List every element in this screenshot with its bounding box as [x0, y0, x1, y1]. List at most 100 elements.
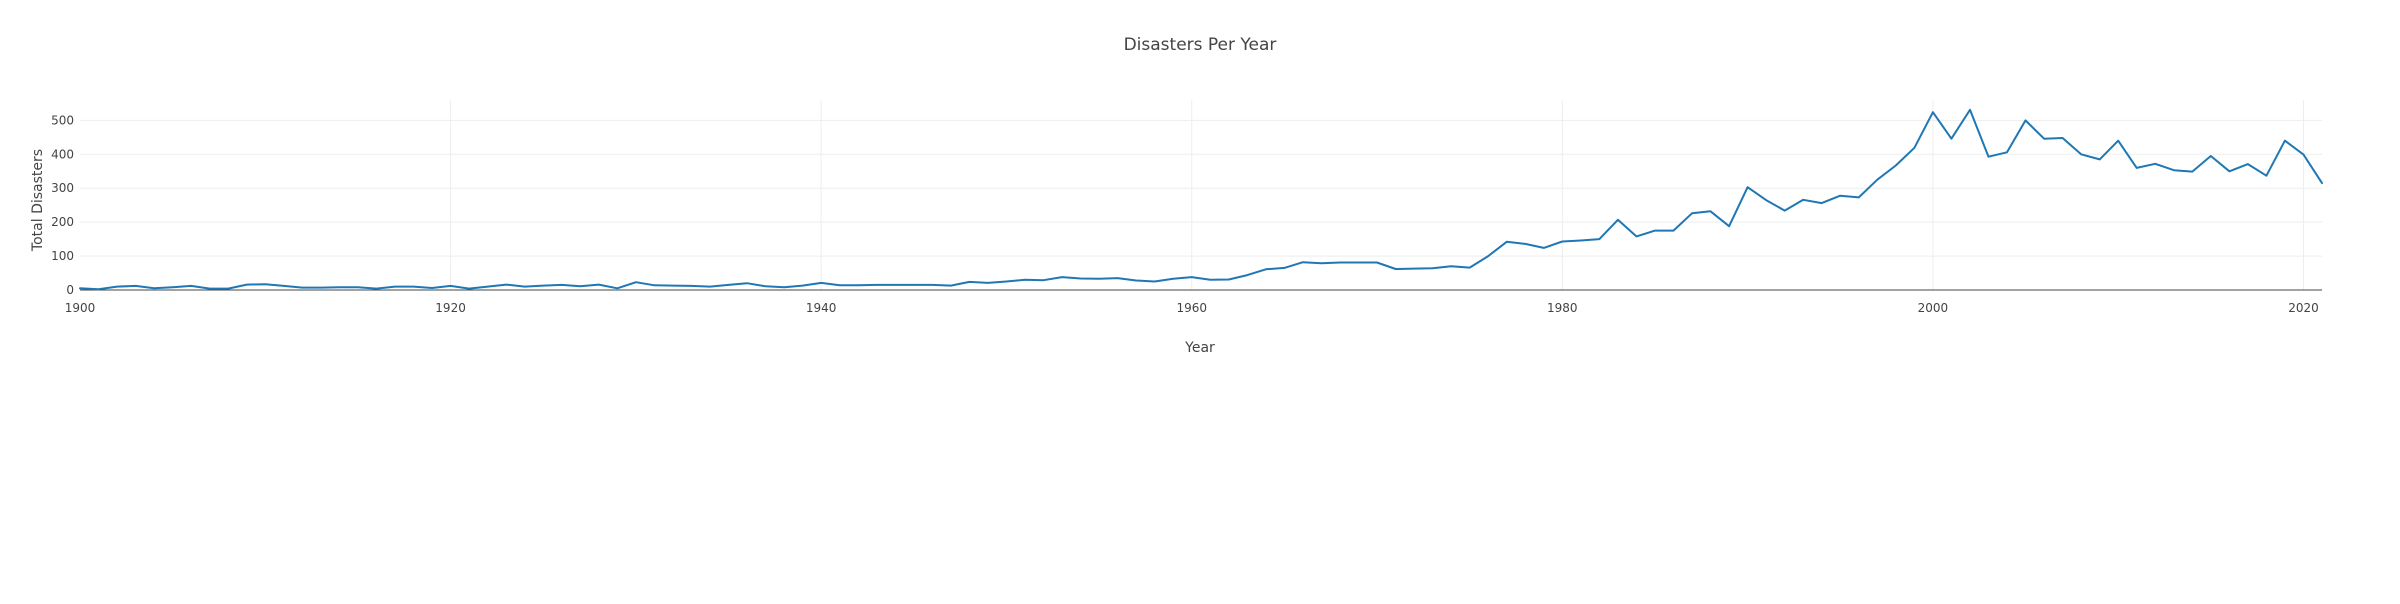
data-point — [2263, 173, 2269, 179]
data-point — [1059, 274, 1065, 280]
data-point — [911, 282, 917, 288]
data-point — [299, 285, 305, 291]
y-tick-label: 200 — [51, 215, 74, 229]
data-point — [2152, 161, 2158, 167]
data-point — [188, 283, 194, 289]
data-point — [1467, 265, 1473, 271]
data-point — [1448, 263, 1454, 269]
data-point — [707, 284, 713, 290]
data-point — [411, 284, 417, 290]
data-point — [1967, 107, 1973, 113]
data-point — [1393, 266, 1399, 272]
data-point — [874, 282, 880, 288]
data-point — [170, 284, 176, 290]
data-point — [1948, 136, 1954, 142]
y-tick-label: 100 — [51, 249, 74, 263]
data-point — [559, 282, 565, 288]
data-point — [485, 284, 491, 290]
data-point — [1356, 260, 1362, 266]
data-point — [1763, 197, 1769, 203]
data-point — [2041, 136, 2047, 142]
data-point — [114, 284, 120, 290]
data-point — [2134, 165, 2140, 171]
data-point — [1263, 266, 1269, 272]
data-point — [614, 285, 620, 291]
x-tick-label: 2000 — [1918, 301, 1949, 315]
data-point — [670, 283, 676, 289]
data-point — [855, 282, 861, 288]
data-point — [1189, 274, 1195, 280]
data-point — [2023, 117, 2029, 123]
data-point — [651, 282, 657, 288]
data-point — [2282, 138, 2288, 144]
data-point — [2208, 153, 2214, 159]
data-point — [1578, 238, 1584, 244]
x-tick-label: 1940 — [806, 301, 837, 315]
data-point — [1281, 265, 1287, 271]
data-point — [1226, 277, 1232, 283]
data-point — [744, 280, 750, 286]
data-point — [985, 280, 991, 286]
data-point — [689, 283, 695, 289]
y-tick-label: 400 — [51, 147, 74, 161]
data-point — [1170, 276, 1176, 282]
data-point — [262, 281, 268, 287]
data-point — [966, 279, 972, 285]
data-point — [355, 284, 361, 290]
data-point — [1689, 210, 1695, 216]
data-point — [429, 285, 435, 291]
y-tick-label: 0 — [66, 283, 74, 297]
series-layer — [79, 107, 2325, 292]
x-tick-label: 1920 — [435, 301, 466, 315]
data-point — [392, 284, 398, 290]
data-point — [1078, 276, 1084, 282]
data-point — [2301, 152, 2307, 158]
data-point — [207, 286, 213, 292]
data-point — [1003, 279, 1009, 285]
data-point — [1856, 194, 1862, 200]
data-point — [929, 282, 935, 288]
data-point — [596, 282, 602, 288]
data-point — [1708, 208, 1714, 214]
data-point — [1318, 260, 1324, 266]
data-point — [1671, 228, 1677, 234]
data-point — [540, 283, 546, 289]
data-point — [522, 284, 528, 290]
x-axis-title: Year — [1184, 340, 1215, 356]
data-point — [781, 284, 787, 290]
data-point — [1411, 266, 1417, 272]
data-point — [1022, 277, 1028, 283]
x-tick-label: 1960 — [1176, 301, 1207, 315]
data-point — [336, 284, 342, 290]
data-point — [1837, 193, 1843, 199]
data-point — [374, 286, 380, 292]
data-point — [2226, 168, 2232, 174]
data-point — [1633, 233, 1639, 239]
data-point — [1337, 260, 1343, 266]
data-point — [1652, 228, 1658, 234]
data-point — [1115, 275, 1121, 281]
grid-layer — [80, 100, 2322, 290]
data-point — [1911, 145, 1917, 151]
data-point — [818, 280, 824, 286]
data-point — [244, 282, 250, 288]
data-point — [1726, 223, 1732, 229]
data-point — [2171, 167, 2177, 173]
data-point — [151, 285, 157, 291]
y-tick-label: 300 — [51, 181, 74, 195]
data-point — [1559, 239, 1565, 245]
data-point — [2319, 180, 2325, 186]
data-point — [1300, 259, 1306, 265]
data-point — [1041, 277, 1047, 283]
data-point — [1244, 272, 1250, 278]
data-point — [763, 283, 769, 289]
data-point — [837, 282, 843, 288]
data-point — [225, 286, 231, 292]
data-point — [1615, 217, 1621, 223]
data-point — [1782, 208, 1788, 214]
data-point — [800, 283, 806, 289]
x-tick-label: 1980 — [1547, 301, 1578, 315]
data-point — [1874, 177, 1880, 183]
